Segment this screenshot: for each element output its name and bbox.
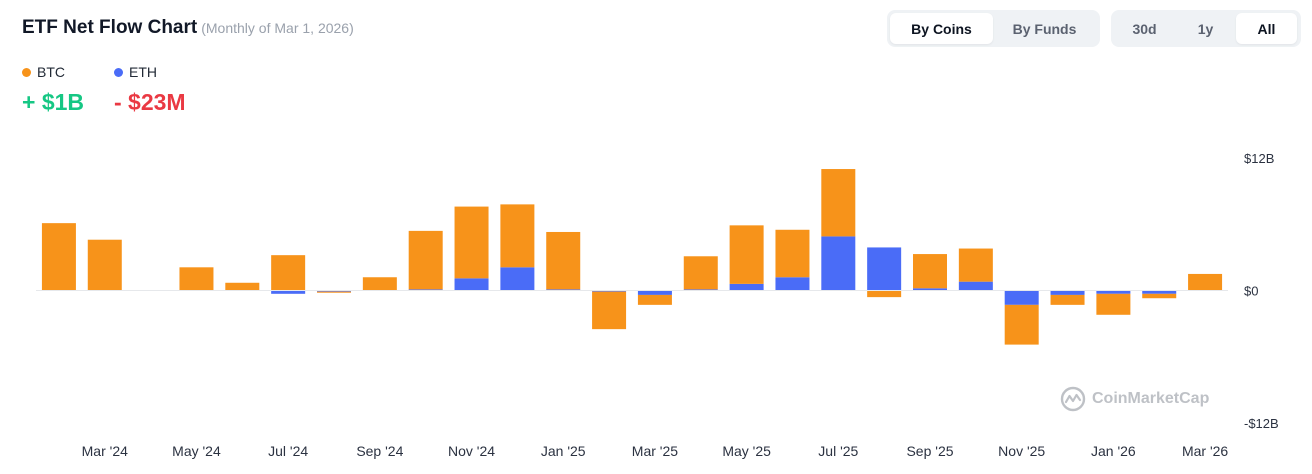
bar-btc-19[interactable] [913,254,947,289]
bar-eth-10[interactable] [500,267,535,291]
x-tick-label: Nov '24 [448,443,495,459]
bar-eth-14[interactable] [683,289,718,291]
range-all-button[interactable]: All [1236,13,1297,44]
bar-eth-19[interactable] [913,288,947,291]
bar-btc-24[interactable] [1142,293,1177,299]
by-coins-button[interactable]: By Coins [890,13,993,44]
bar-eth-22[interactable] [1050,290,1085,295]
x-tick-label: May '25 [722,443,771,459]
watermark-text: CoinMarketCap [1092,390,1210,407]
bar-eth-9[interactable] [454,278,489,291]
bar-btc-10[interactable] [500,204,535,268]
y-tick-label: $12B [1244,151,1274,166]
legend-label-btc: BTC [37,64,65,80]
bar-eth-11[interactable] [546,289,581,291]
y-axis: $12B $0 -$12B [1244,151,1279,431]
y-tick-label: $0 [1244,284,1258,299]
bar-btc-22[interactable] [1050,294,1085,305]
legend-value-eth: - $23M [114,89,186,115]
bar-btc-14[interactable] [683,256,718,290]
chart-subtitle: (Monthly of Mar 1, 2026) [201,20,354,36]
legend-label-eth: ETH [129,64,157,80]
bar-btc-23[interactable] [1096,293,1131,315]
bar-eth-5[interactable] [271,290,306,294]
chart-legend: BTC + $1B ETH - $23M [22,64,206,116]
bars-layer [41,169,1223,345]
bar-btc-21[interactable] [1004,304,1039,345]
bar-eth-21[interactable] [1004,290,1039,305]
y-tick-label: -$12B [1244,416,1279,431]
x-axis: Mar '24 May '24 Jul '24 Sep '24 Nov '24 Jan '… [82,443,1229,459]
bar-btc-17[interactable] [821,169,856,237]
bar-btc-18[interactable] [867,290,902,298]
chart-title-text: ETF Net Flow Chart [22,17,198,38]
bar-eth-6[interactable] [317,290,351,292]
bar-btc-4[interactable] [225,282,260,291]
bar-btc-13[interactable] [637,294,672,305]
view-toggle: By Coins By Funds [887,10,1100,47]
bar-btc-6[interactable] [317,291,351,293]
bar-btc-0[interactable] [41,223,76,291]
bar-eth-15[interactable] [729,283,764,291]
legend-value-btc: + $1B [22,89,85,115]
bar-btc-1[interactable] [87,239,122,291]
bar-eth-18[interactable] [867,247,902,291]
bar-btc-25[interactable] [1188,273,1223,291]
x-tick-label: Jan '26 [1091,443,1136,459]
bar-btc-9[interactable] [454,206,489,279]
bar-eth-20[interactable] [958,281,993,291]
x-tick-label: Sep '25 [906,443,953,459]
bar-btc-15[interactable] [729,225,764,284]
bar-btc-11[interactable] [546,231,581,290]
x-tick-label: Sep '24 [356,443,403,459]
bar-eth-16[interactable] [775,277,810,291]
bar-btc-3[interactable] [179,267,214,291]
bar-btc-20[interactable] [958,248,993,282]
x-tick-label: Mar '25 [632,443,678,459]
x-tick-label: Nov '25 [998,443,1045,459]
legend-item-btc[interactable]: BTC + $1B [22,64,114,116]
range-toggle: 30d 1y All [1111,10,1301,47]
x-tick-label: Jan '25 [541,443,586,459]
coinmarketcap-logo-icon [1060,386,1086,412]
x-tick-label: Mar '26 [1182,443,1228,459]
range-30d-button[interactable]: 30d [1132,20,1157,37]
x-tick-label: May '24 [172,443,221,459]
eth-color-dot [114,67,123,77]
bar-btc-5[interactable] [271,255,306,291]
bar-eth-8[interactable] [408,289,443,291]
x-tick-label: Jul '25 [818,443,858,459]
coinmarketcap-watermark: CoinMarketCap [1060,386,1209,412]
bar-eth-24[interactable] [1142,290,1177,294]
bar-btc-7[interactable] [362,277,397,291]
bar-eth-13[interactable] [637,290,672,295]
x-tick-label: Jul '24 [268,443,308,459]
bar-btc-8[interactable] [408,230,443,290]
by-funds-button[interactable]: By Funds [1012,20,1077,37]
bar-eth-23[interactable] [1096,290,1131,294]
x-tick-label: Mar '24 [82,443,128,459]
legend-item-eth[interactable]: ETH - $23M [114,64,206,116]
chart-title: ETF Net Flow Chart (Monthly of Mar 1, 202… [22,17,354,39]
bar-btc-12[interactable] [592,291,627,330]
bar-eth-17[interactable] [821,236,856,291]
bar-btc-16[interactable] [775,229,810,278]
range-1y-button[interactable]: 1y [1197,20,1214,37]
bar-eth-12[interactable] [592,290,627,292]
btc-color-dot [22,67,31,77]
